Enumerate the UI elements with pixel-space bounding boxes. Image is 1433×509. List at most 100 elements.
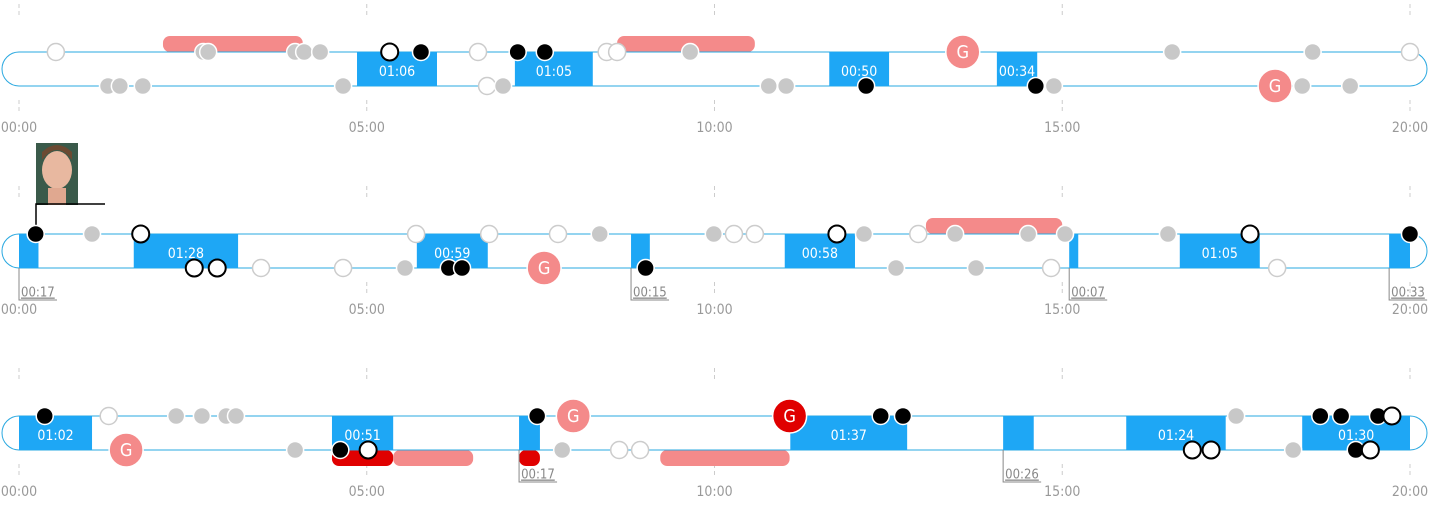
shift (1389, 234, 1410, 268)
event-dot (745, 224, 765, 244)
shift-label: 01:37 (831, 428, 867, 444)
event-dot (1044, 76, 1064, 96)
event-dot (333, 76, 353, 96)
event-dot (759, 76, 778, 96)
event-dot (1382, 406, 1402, 426)
x-tick-label: 10:00 (696, 120, 732, 136)
event-dot (1162, 42, 1182, 62)
shift-bracket (1388, 268, 1428, 301)
event-dot (552, 440, 572, 460)
goal (1257, 68, 1293, 104)
event-dot (411, 42, 431, 62)
event-dot (535, 42, 555, 62)
shift (514, 52, 593, 86)
event-dot (1311, 406, 1330, 426)
shift-label: 00:58 (802, 246, 838, 262)
event-dot (609, 440, 629, 460)
event-dot (893, 406, 913, 426)
event-dot (827, 224, 847, 244)
penalty (162, 36, 303, 52)
event-dot (26, 224, 45, 244)
event-dot (251, 258, 271, 278)
event-dot (548, 224, 568, 244)
event-dot (1182, 440, 1202, 460)
event-dot (468, 42, 488, 62)
event-dot (1400, 224, 1420, 244)
event-dot (590, 224, 609, 244)
x-tick-label: 05:00 (349, 302, 385, 318)
event-dot (46, 42, 66, 62)
event-dot (395, 258, 415, 278)
shift-label: 00:50 (841, 64, 877, 80)
event-dot (1267, 258, 1287, 278)
event-dot (479, 224, 499, 244)
goal-label: G (538, 258, 551, 279)
event-dot (1158, 224, 1178, 244)
event-dot (508, 42, 527, 62)
event-dot (35, 406, 54, 426)
event-dot (493, 76, 513, 96)
goal (945, 34, 981, 70)
goal-label: G (1269, 76, 1282, 97)
event-dot (1292, 76, 1312, 96)
goal (108, 432, 144, 468)
player-photo (35, 143, 105, 234)
shift-label: 01:05 (536, 64, 572, 80)
event-dot (358, 440, 378, 460)
event-dot (909, 224, 928, 244)
event-dot (856, 76, 876, 96)
shift-label: 00:15 (633, 286, 667, 301)
event-dot (871, 406, 890, 426)
goal (771, 398, 808, 434)
shift-bracket (518, 450, 558, 483)
event-dot (131, 224, 151, 244)
penalty (393, 450, 474, 466)
event-dot (285, 440, 305, 460)
event-dot (333, 258, 353, 278)
x-tick-label: 20:00 (1392, 484, 1428, 500)
shift-label: 00:17 (21, 286, 55, 301)
x-tick-label: 15:00 (1044, 302, 1080, 318)
event-dot (1400, 42, 1420, 62)
event-dot (294, 42, 314, 62)
shift-label: 00:59 (434, 246, 470, 262)
event-dot (1026, 76, 1046, 96)
event-dot (1303, 42, 1322, 62)
x-tick-label: 05:00 (349, 120, 385, 136)
shift-label: 00:34 (999, 64, 1035, 80)
event-dot (331, 440, 350, 460)
goal (555, 398, 592, 434)
shift-bracket (18, 268, 57, 301)
event-dot (966, 258, 986, 278)
event-dot (1018, 224, 1038, 244)
event-dot (110, 76, 130, 96)
event-dot (1360, 440, 1380, 460)
event-dot (1041, 258, 1061, 278)
shift-label: 01:02 (37, 428, 73, 444)
goal-label: G (957, 42, 970, 63)
x-tick-label: 20:00 (1392, 120, 1428, 136)
event-dot (133, 76, 153, 96)
event-dot (166, 406, 186, 426)
event-dot (99, 406, 118, 426)
event-dot (945, 224, 965, 244)
shift-label: 00:51 (344, 428, 380, 444)
event-dot (724, 224, 744, 244)
x-tick-label: 10:00 (696, 302, 732, 318)
penalty (519, 450, 540, 466)
event-dot (854, 224, 874, 244)
event-dot (680, 42, 700, 62)
event-dot (82, 224, 102, 244)
track (1, 51, 1428, 87)
event-dot (184, 258, 204, 278)
event-dot (607, 42, 627, 62)
x-tick-label: 00:00 (1, 120, 37, 136)
shift-label: 01:24 (1158, 428, 1194, 444)
event-dot (1226, 406, 1246, 426)
event-dot (198, 42, 218, 62)
event-dot (1055, 224, 1075, 244)
event-dot (477, 76, 497, 96)
shift-bracket (1068, 268, 1108, 301)
event-dot (776, 76, 796, 96)
